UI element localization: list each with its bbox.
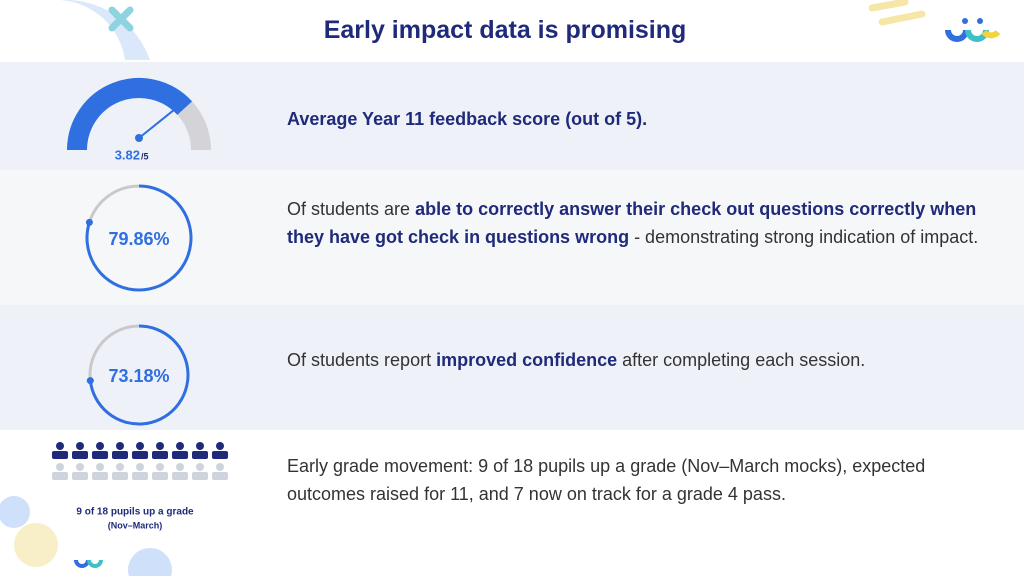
pupil-head	[136, 442, 144, 450]
gauge-track	[177, 101, 211, 151]
pupil-head	[56, 442, 64, 450]
pupil-head	[116, 442, 124, 450]
row-text: Average Year 11 feedback score (out of 5…	[287, 105, 987, 133]
pupil-body	[92, 451, 108, 459]
row-text: Of students report improved confidence a…	[287, 346, 987, 374]
pupil	[192, 463, 208, 480]
pupil-body	[112, 472, 128, 480]
ring-dot	[85, 218, 93, 226]
pupil-head	[96, 463, 104, 471]
pupil	[112, 463, 128, 480]
pupil-body	[172, 451, 188, 459]
pupil	[52, 463, 68, 480]
row-band	[0, 170, 1024, 305]
pupil-caption: 9 of 18 pupils up a grade	[76, 507, 194, 518]
gauge-fill	[67, 78, 193, 151]
gauge-hub	[135, 134, 143, 142]
ring-label: 79.86%	[108, 229, 169, 249]
pupil	[212, 463, 228, 480]
row-text: Of students are able to correctly answer…	[287, 195, 987, 251]
pupil	[152, 463, 168, 480]
pupil-head	[156, 463, 164, 471]
pupil-up	[172, 442, 188, 459]
pupil-up	[132, 442, 148, 459]
pupil-head	[196, 463, 204, 471]
ring-fill	[85, 184, 193, 292]
body-text: Of students report	[287, 350, 437, 370]
pupil-body	[192, 472, 208, 480]
slide-title: Early impact data is promising	[323, 16, 687, 44]
highlight-text: improved confidence	[436, 350, 618, 370]
pupil-up	[152, 442, 168, 459]
pupil	[72, 463, 88, 480]
pupil-up	[72, 442, 88, 459]
pupil	[92, 463, 108, 480]
pupil-body	[112, 451, 128, 459]
pupil-caption: (Nov–March)	[108, 520, 163, 530]
pupil-head	[76, 463, 84, 471]
pupil-head	[56, 463, 64, 471]
gauge-needle	[138, 108, 176, 139]
ring-label: 73.18%	[108, 366, 169, 386]
pupil-head	[96, 442, 104, 450]
deco-arc	[60, 0, 150, 60]
ring-track	[88, 324, 140, 381]
pupil-body	[52, 472, 68, 480]
logo	[945, 18, 1001, 42]
row-band	[0, 305, 1024, 430]
body-text: Early grade movement: 9 of 18 pupils up …	[287, 456, 926, 504]
deco-circle	[128, 548, 172, 576]
row-band	[0, 62, 1024, 170]
ring-fill	[88, 324, 190, 426]
pupil-body	[72, 451, 88, 459]
pupil	[132, 463, 148, 480]
row-text: Early grade movement: 9 of 18 pupils up …	[287, 452, 987, 508]
pupil-body	[52, 451, 68, 459]
highlight-text: Average Year 11 feedback score (out of 5…	[287, 109, 648, 129]
deco-circle	[0, 496, 30, 528]
pupil-head	[116, 463, 124, 471]
gauge-max: /5	[141, 151, 149, 161]
logo	[74, 559, 103, 568]
pupil-body	[152, 451, 168, 459]
pupil-body	[92, 472, 108, 480]
body-text: - demonstrating strong indication of imp…	[629, 227, 979, 247]
pupil-head	[136, 463, 144, 471]
pupil-head	[196, 442, 204, 450]
pupil-body	[132, 451, 148, 459]
highlight-text: able to correctly answer their check out…	[287, 199, 977, 247]
body-text: Of students are	[287, 199, 416, 219]
pupil-body	[212, 451, 228, 459]
pupil-body	[152, 472, 168, 480]
pupil-up	[212, 442, 228, 459]
deco-stripes	[868, 0, 926, 26]
gauge-value: 3.82	[115, 147, 140, 162]
pupil-body	[212, 472, 228, 480]
pupil-head	[156, 442, 164, 450]
pupil	[172, 463, 188, 480]
pupil-head	[216, 442, 224, 450]
pupil-up	[92, 442, 108, 459]
pupil-head	[76, 442, 84, 450]
pupil-body	[172, 472, 188, 480]
pupil-up	[192, 442, 208, 459]
deco-circle	[14, 523, 58, 567]
body-text: after completing each session.	[617, 350, 866, 370]
pupil-head	[176, 463, 184, 471]
deco-cross	[108, 6, 134, 32]
pupil-head	[176, 442, 184, 450]
pupil-up	[112, 442, 128, 459]
pupil-body	[72, 472, 88, 480]
pupil-body	[192, 451, 208, 459]
pupil-body	[132, 472, 148, 480]
ring-track	[87, 184, 140, 223]
pupil-head	[216, 463, 224, 471]
pupil-up	[52, 442, 68, 459]
ring-dot	[86, 377, 94, 385]
